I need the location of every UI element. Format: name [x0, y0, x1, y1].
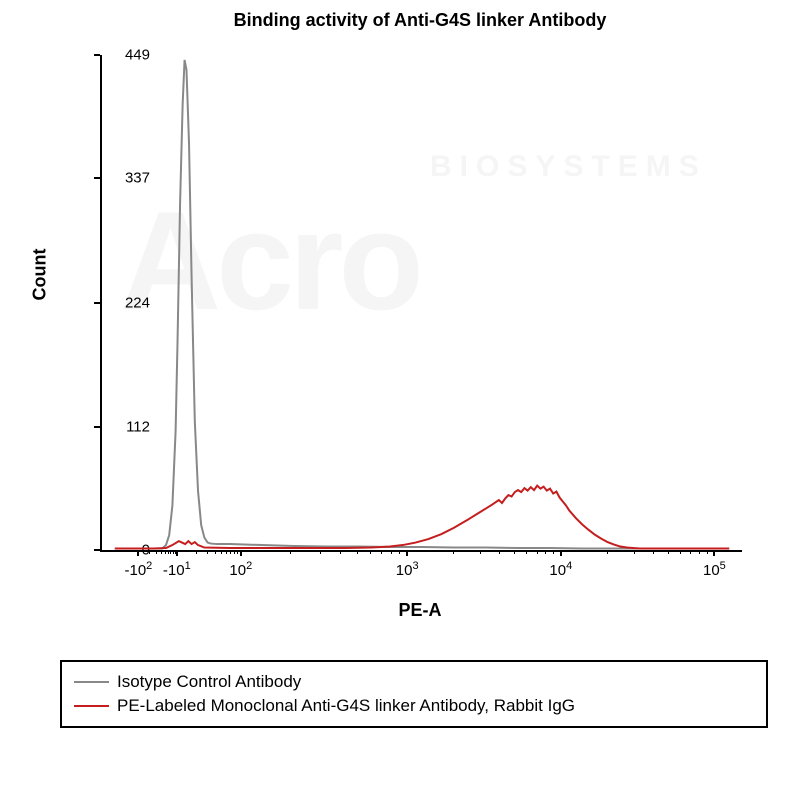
x-tick-mark	[560, 550, 562, 556]
legend-item-isotype: Isotype Control Antibody	[74, 670, 754, 694]
x-minor-tick	[526, 550, 527, 554]
y-tick-mark	[94, 426, 100, 428]
plot-svg	[102, 55, 742, 550]
x-minor-tick	[196, 550, 197, 554]
legend-line-icon	[74, 681, 109, 683]
y-tick-mark	[94, 549, 100, 551]
x-minor-tick	[207, 550, 208, 554]
x-minor-tick	[370, 550, 371, 554]
x-minor-tick	[221, 550, 222, 554]
x-minor-tick	[634, 550, 635, 554]
x-tick-mark	[713, 550, 715, 556]
x-minor-tick	[553, 550, 554, 554]
x-minor-tick	[514, 550, 515, 554]
x-minor-tick	[680, 550, 681, 554]
x-tick-label: 103	[396, 560, 419, 579]
plot-area	[100, 55, 742, 552]
x-minor-tick	[237, 550, 238, 554]
x-minor-tick	[161, 550, 162, 554]
x-minor-tick	[168, 550, 169, 554]
legend-box: Isotype Control Antibody PE-Labeled Mono…	[60, 660, 768, 728]
x-axis-label: PE-A	[100, 600, 740, 621]
series-line	[115, 486, 729, 549]
y-tick-mark	[94, 54, 100, 56]
y-tick-mark	[94, 177, 100, 179]
x-minor-tick	[699, 550, 700, 554]
x-minor-tick	[234, 550, 235, 554]
x-minor-tick	[399, 550, 400, 554]
y-tick-mark	[94, 302, 100, 304]
x-minor-tick	[537, 550, 538, 554]
x-tick-mark	[406, 550, 408, 556]
chart-container	[100, 40, 740, 600]
legend-item-pe: PE-Labeled Monoclonal Anti-G4S linker An…	[74, 694, 754, 718]
x-minor-tick	[668, 550, 669, 554]
x-minor-tick	[707, 550, 708, 554]
x-minor-tick	[391, 550, 392, 554]
x-minor-tick	[230, 550, 231, 554]
legend-label: PE-Labeled Monoclonal Anti-G4S linker An…	[117, 694, 575, 718]
x-minor-tick	[215, 550, 216, 554]
x-minor-tick	[607, 550, 608, 554]
x-minor-tick	[653, 550, 654, 554]
x-minor-tick	[340, 550, 341, 554]
x-tick-mark	[137, 550, 139, 556]
x-minor-tick	[175, 550, 176, 554]
x-tick-label: -102	[124, 560, 152, 579]
x-minor-tick	[156, 550, 157, 554]
x-minor-tick	[381, 550, 382, 554]
x-minor-tick	[173, 550, 174, 554]
x-minor-tick	[170, 550, 171, 554]
x-minor-tick	[690, 550, 691, 554]
legend-line-icon	[74, 705, 109, 707]
x-minor-tick	[165, 550, 166, 554]
chart-title: Binding activity of Anti-G4S linker Anti…	[100, 10, 740, 31]
x-tick-label: 104	[549, 560, 572, 579]
series-line	[115, 60, 729, 549]
x-minor-tick	[545, 550, 546, 554]
x-tick-mark	[240, 550, 242, 556]
x-minor-tick	[453, 550, 454, 554]
x-minor-tick	[149, 550, 150, 554]
x-tick-label: -101	[163, 560, 191, 579]
x-minor-tick	[357, 550, 358, 554]
x-tick-label: 102	[229, 560, 252, 579]
x-minor-tick	[226, 550, 227, 554]
y-axis-label: Count	[30, 249, 51, 301]
x-tick-label: 105	[703, 560, 726, 579]
x-minor-tick	[480, 550, 481, 554]
x-minor-tick	[320, 550, 321, 554]
x-tick-mark	[176, 550, 178, 556]
x-minor-tick	[290, 550, 291, 554]
legend-label: Isotype Control Antibody	[117, 670, 301, 694]
x-minor-tick	[499, 550, 500, 554]
